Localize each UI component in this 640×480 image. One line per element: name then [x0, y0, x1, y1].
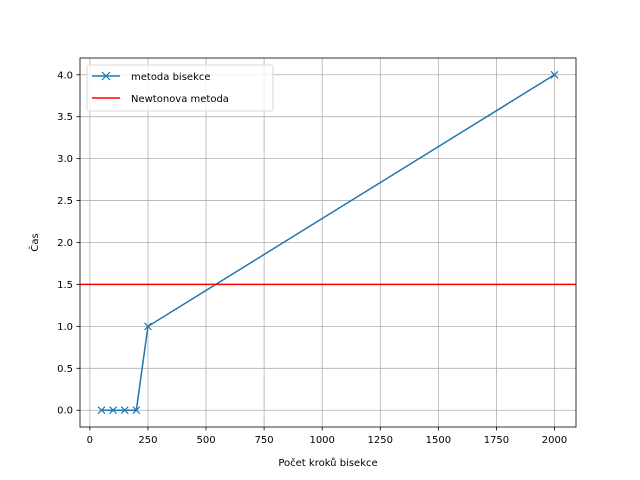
- y-ticks: 0.0 0.5 1.0 1.5 2.0 2.5 3.0 3.5 4.0: [57, 70, 80, 417]
- series-bisection-point-4: [144, 322, 152, 331]
- series-bisection-point-1: [109, 406, 118, 415]
- legend-box: [86, 64, 274, 112]
- x-ticks: 0 250 500 750 1000 1250 1500 1750 2000: [87, 427, 567, 446]
- y-tick-label-2: 1.0: [57, 322, 73, 333]
- series-bisection-point-0: [97, 406, 106, 415]
- x-tick-label-6: 1500: [426, 435, 451, 446]
- x-tick-label-2: 500: [196, 435, 215, 446]
- legend-label-newton: Newtonova metoda: [131, 94, 229, 105]
- x-tick-label-8: 2000: [542, 435, 567, 446]
- y-tick-label-1: 0.5: [57, 364, 73, 375]
- grid: [80, 58, 576, 427]
- series-layer: [80, 70, 576, 415]
- x-tick-label-0: 0: [87, 435, 93, 446]
- y-axis-label: Čas: [28, 233, 41, 251]
- x-tick-label-1: 250: [138, 435, 157, 446]
- x-tick-label-5: 1250: [368, 435, 393, 446]
- x-axis-label: Počet kroků bisekce: [278, 457, 377, 469]
- series-bisection-point-5: [550, 70, 559, 79]
- series-bisection-point-2: [120, 406, 129, 415]
- y-tick-label-3: 1.5: [57, 280, 73, 291]
- y-tick-label-5: 2.5: [57, 196, 73, 207]
- y-tick-label-6: 3.0: [57, 154, 73, 165]
- x-tick-label-7: 1750: [484, 435, 509, 446]
- y-tick-label-8: 4.0: [57, 70, 73, 81]
- y-tick-label-4: 2.0: [57, 238, 73, 249]
- legend-marker-bisection: [101, 71, 111, 81]
- x-tick-label-3: 750: [255, 435, 274, 446]
- x-tick-label-4: 1000: [309, 435, 334, 446]
- legend: metoda bisekce Newtonova metoda: [86, 64, 274, 112]
- series-bisection-point-3: [132, 406, 141, 415]
- y-tick-label-0: 0.0: [57, 406, 73, 417]
- legend-label-bisection: metoda bisekce: [131, 72, 211, 83]
- y-tick-label-7: 3.5: [57, 112, 73, 123]
